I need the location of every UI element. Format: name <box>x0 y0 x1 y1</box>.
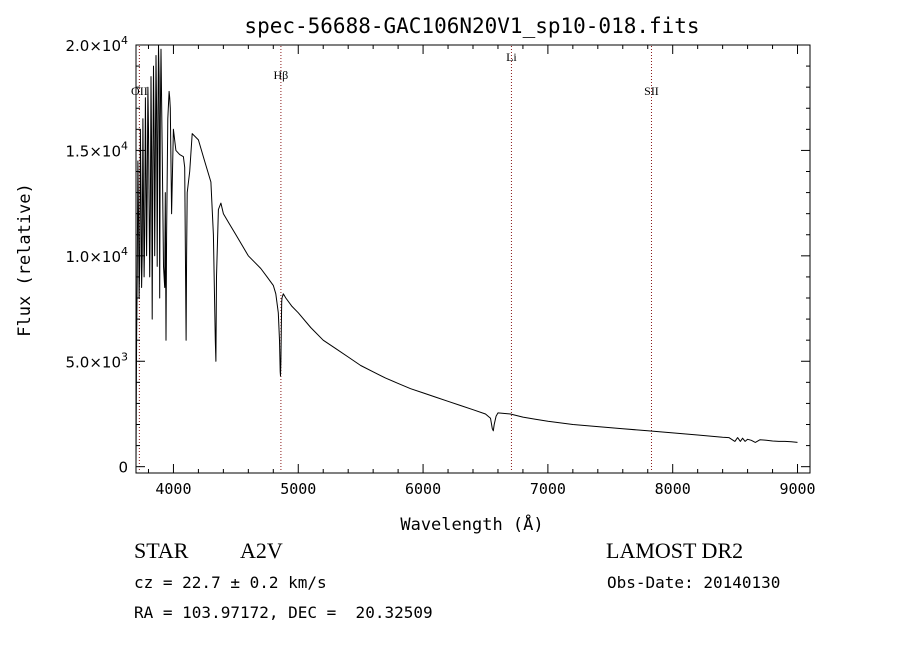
y-tick-label: 1.0×104 <box>65 245 128 266</box>
x-tick-label: 6000 <box>405 480 441 498</box>
marker-label-2: Li <box>506 50 517 64</box>
x-tick-label: 7000 <box>530 480 566 498</box>
x-tick-label: 4000 <box>155 480 191 498</box>
coordinates: RA = 103.97172, DEC = 20.32509 <box>134 603 433 622</box>
x-tick-label: 8000 <box>655 480 691 498</box>
redshift-line: cz = 22.7 ± 0.2 km/s <box>134 573 327 592</box>
survey-name: LAMOST DR2 <box>606 538 744 563</box>
object-subclass: A2V <box>240 538 283 563</box>
x-tick-label: 5000 <box>280 480 316 498</box>
x-axis-label: Wavelength (Å) <box>400 513 543 535</box>
y-axis-label: Flux (relative) <box>15 183 35 337</box>
y-tick-label: 0 <box>118 459 128 477</box>
marker-label-1: Hβ <box>274 68 289 82</box>
y-tick-label: 5.0×103 <box>65 350 128 371</box>
line-markers: OII Hβ Li SII <box>131 46 659 472</box>
x-axis: 4000 5000 6000 7000 8000 9000 <box>147 45 816 498</box>
y-axis: 0 5.0×103 1.0×104 1.5×104 2.0×104 <box>65 34 810 477</box>
spectrum-series <box>136 45 798 463</box>
y-tick-label: 1.5×104 <box>65 139 128 160</box>
obs-date: Obs-Date: 20140130 <box>607 573 781 592</box>
spectrum-line-0 <box>136 45 798 463</box>
object-class: STAR <box>134 538 189 563</box>
x-tick-label: 9000 <box>779 480 815 498</box>
plot-frame <box>135 44 811 474</box>
chart-title: spec-56688-GAC106N20V1_sp10-018.fits <box>244 14 699 38</box>
marker-label-3: SII <box>644 84 659 98</box>
y-tick-label: 2.0×104 <box>65 34 128 55</box>
marker-label-0: OII <box>131 84 148 98</box>
